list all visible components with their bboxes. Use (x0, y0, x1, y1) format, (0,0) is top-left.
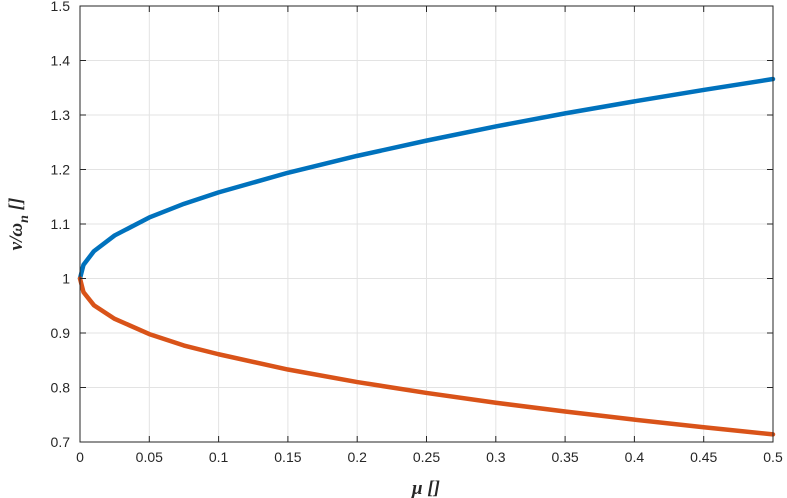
x-tick-label: 0.2 (347, 449, 367, 465)
x-tick-label: 0.05 (136, 449, 163, 465)
x-tick-label: 0.25 (413, 449, 440, 465)
x-tick-label: 0.15 (274, 449, 301, 465)
y-tick-label: 1.4 (51, 53, 71, 69)
x-tick-label: 0.1 (209, 449, 229, 465)
y-tick-label: 0.7 (51, 434, 71, 450)
y-tick-label: 1 (62, 271, 70, 287)
series-line-2 (77, 276, 776, 437)
y-tick-label: 1.2 (51, 162, 71, 178)
y-axis-label-main: ν/ω (6, 223, 27, 251)
series-group (77, 76, 776, 437)
x-tick-label: 0 (76, 449, 84, 465)
x-tick-label: 0.5 (763, 449, 783, 465)
ticks: 0 0.05 0.1 0.15 0.2 0.25 0.3 0.35 0.4 0.45 0.5 0.7 0… (51, 0, 783, 465)
y-tick-label: 0.9 (51, 325, 71, 341)
y-tick-label: 1.3 (51, 107, 71, 123)
y-axis-label-unit: [] (6, 198, 27, 215)
x-axis-label: μ [] (411, 478, 440, 498)
y-axis-label: ν/ωn [] (6, 198, 32, 251)
y-tick-label: 0.8 (51, 380, 71, 396)
x-tick-label: 0.45 (690, 449, 717, 465)
x-tick-label: 0.35 (551, 449, 578, 465)
y-axis-label-subscript: n (17, 215, 32, 223)
y-tick-label: 1.1 (51, 216, 71, 232)
x-tick-label: 0.3 (486, 449, 506, 465)
y-tick-label: 1.5 (51, 0, 71, 14)
series-line-1 (77, 76, 776, 281)
x-tick-label: 0.4 (625, 449, 645, 465)
